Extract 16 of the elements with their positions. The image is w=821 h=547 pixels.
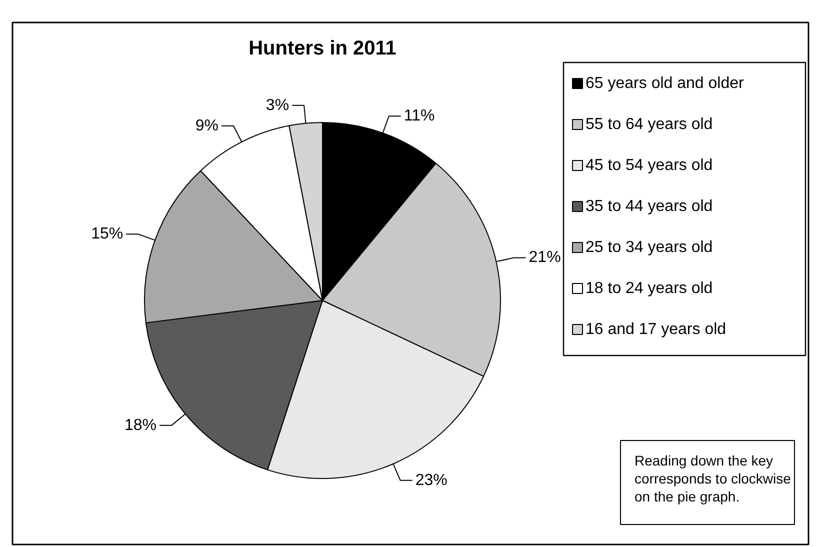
legend-label: 35 to 44 years old (586, 198, 713, 215)
legend-label: 25 to 34 years old (586, 239, 713, 256)
legend-label: 45 to 54 years old (586, 157, 713, 174)
data-label: 18% (124, 416, 156, 434)
legend-label: 16 and 17 years old (586, 321, 726, 338)
legend-label: 18 to 24 years old (586, 280, 713, 297)
data-label: 3% (266, 96, 290, 114)
chart-title: Hunters in 2011 (248, 38, 396, 60)
data-label: 9% (195, 117, 219, 134)
legend-label: 65 years old and older (586, 75, 744, 92)
legend-label: 55 to 64 years old (586, 116, 713, 133)
data-label: 21% (528, 249, 561, 266)
data-label: 23% (415, 472, 448, 489)
text: Reading down the key corresponds to clockwise on the pie graph. (634, 452, 792, 504)
data-label: 15% (91, 226, 124, 243)
data-label: 11% (404, 108, 435, 125)
